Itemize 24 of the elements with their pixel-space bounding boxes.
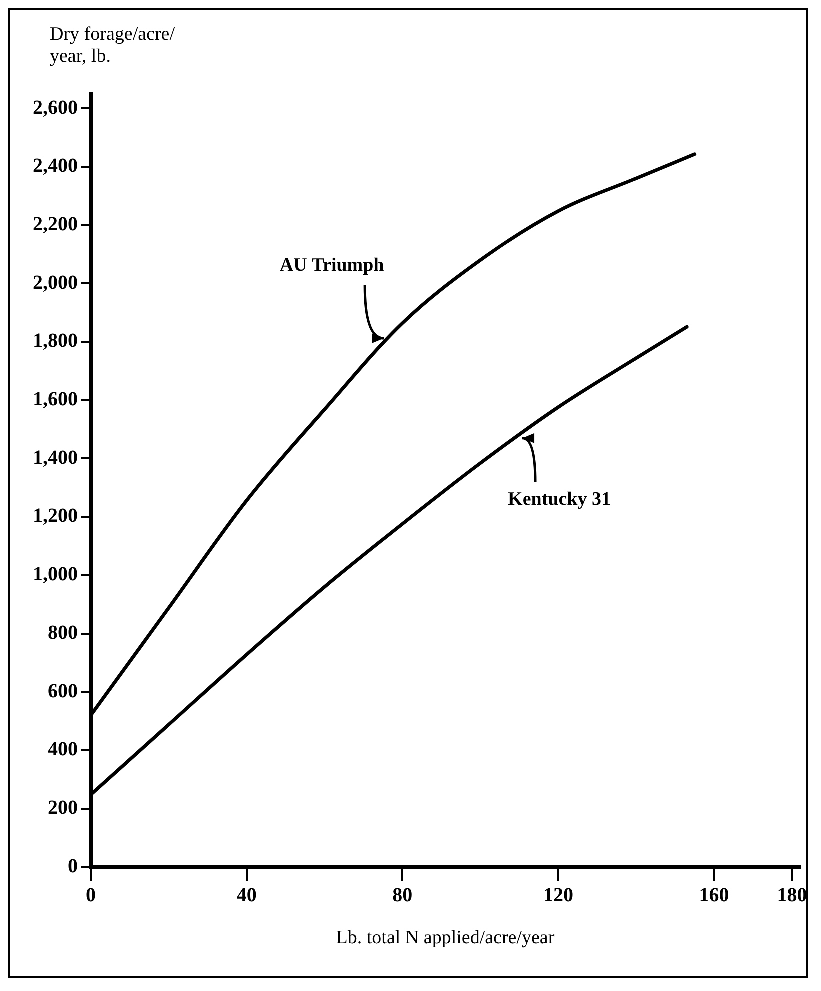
y-tick-label: 2,400 xyxy=(33,155,78,178)
y-tick-label: 2,000 xyxy=(33,272,78,294)
annotation: AU Triumph xyxy=(280,254,385,276)
x-tick-label: 40 xyxy=(236,884,257,906)
x-tick-label: 120 xyxy=(543,884,574,906)
y-tick-label: 2,200 xyxy=(33,213,78,236)
x-tick-label: 180 xyxy=(777,884,808,906)
y-tick-label: 800 xyxy=(48,622,78,644)
x-axis-title: Lb. total N applied/acre/year xyxy=(336,928,556,949)
y-tick-label: 2,600 xyxy=(33,96,78,119)
y-tick-label: 1,000 xyxy=(33,564,78,586)
y-tick-label: 1,800 xyxy=(33,330,78,352)
x-tick-label: 160 xyxy=(699,884,730,906)
y-tick-label: 1,400 xyxy=(33,446,78,469)
y-tick-label: 200 xyxy=(48,797,78,820)
y-tick-label: 0 xyxy=(68,855,78,878)
x-tick-label: 0 xyxy=(86,884,96,906)
annotation: Kentucky 31 xyxy=(508,488,611,510)
y-tick-label: 1,600 xyxy=(33,388,78,411)
y-tick-label: 1,200 xyxy=(33,505,78,528)
y-tick-label: 400 xyxy=(48,738,78,761)
y-axis-title: Dry forage/acre/ year, lb. xyxy=(50,24,176,68)
y-tick-label: 600 xyxy=(48,680,78,702)
x-tick-label: 80 xyxy=(392,884,413,906)
